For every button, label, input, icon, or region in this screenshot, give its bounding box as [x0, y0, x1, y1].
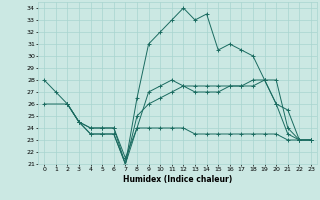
- X-axis label: Humidex (Indice chaleur): Humidex (Indice chaleur): [123, 175, 232, 184]
